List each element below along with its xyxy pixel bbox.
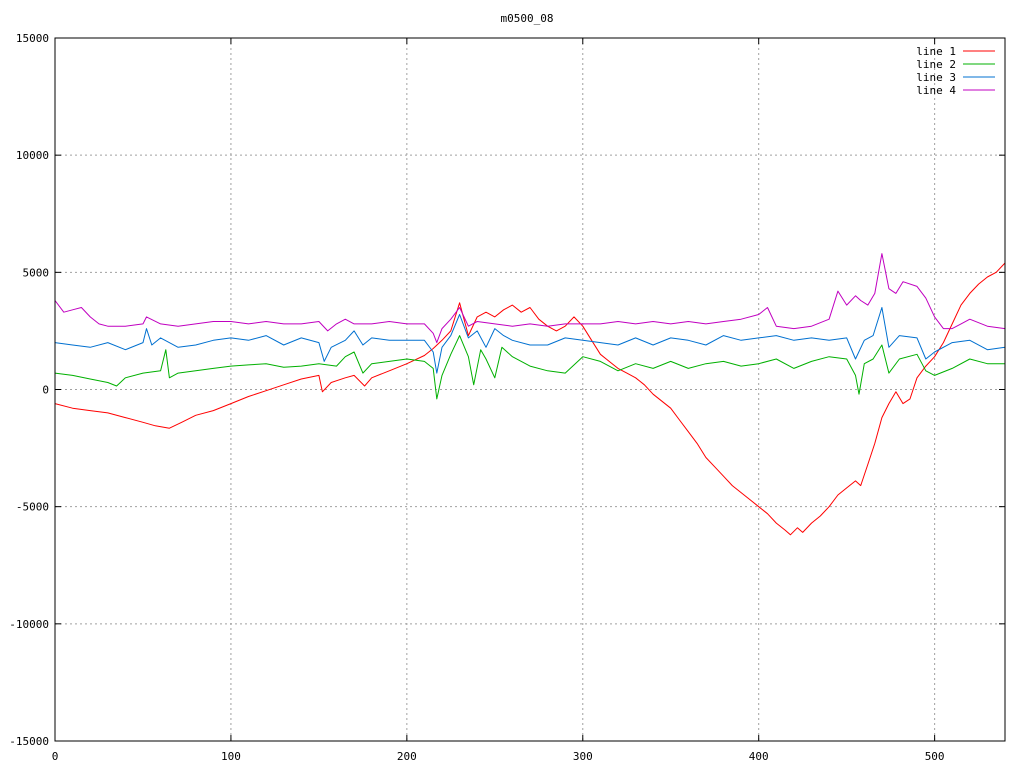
y-tick-label: 10000 (16, 149, 49, 162)
series-line-2 (54, 335, 1005, 400)
y-tick-label: -15000 (9, 735, 49, 748)
legend-label: line 1 (916, 45, 956, 58)
x-tick-label: 100 (221, 750, 241, 763)
grid (55, 38, 1005, 741)
y-tick-label: -5000 (16, 501, 49, 514)
y-tick-label: 15000 (16, 32, 49, 45)
x-tick-label: 300 (573, 750, 593, 763)
x-tick-label: 400 (749, 750, 769, 763)
series-line-3 (54, 307, 1006, 374)
chart-title: m0500_08 (501, 12, 554, 25)
legend-label: line 2 (916, 58, 956, 71)
legend-label: line 4 (916, 84, 956, 97)
y-tick-label: 5000 (23, 266, 50, 279)
series-line-4 (54, 253, 1006, 344)
series-lines (54, 253, 1006, 536)
legend-label: line 3 (916, 71, 956, 84)
y-tick-label: -10000 (9, 618, 49, 631)
x-tick-label: 200 (397, 750, 417, 763)
x-tick-label: 500 (925, 750, 945, 763)
y-tick-label: 0 (42, 384, 49, 397)
axis-ticks: -15000 -10000 -5000 0 5000 10000 15000 0 100 200 3… (9, 32, 1005, 763)
series-line-1 (54, 262, 1006, 536)
x-tick-label: 0 (52, 750, 59, 763)
